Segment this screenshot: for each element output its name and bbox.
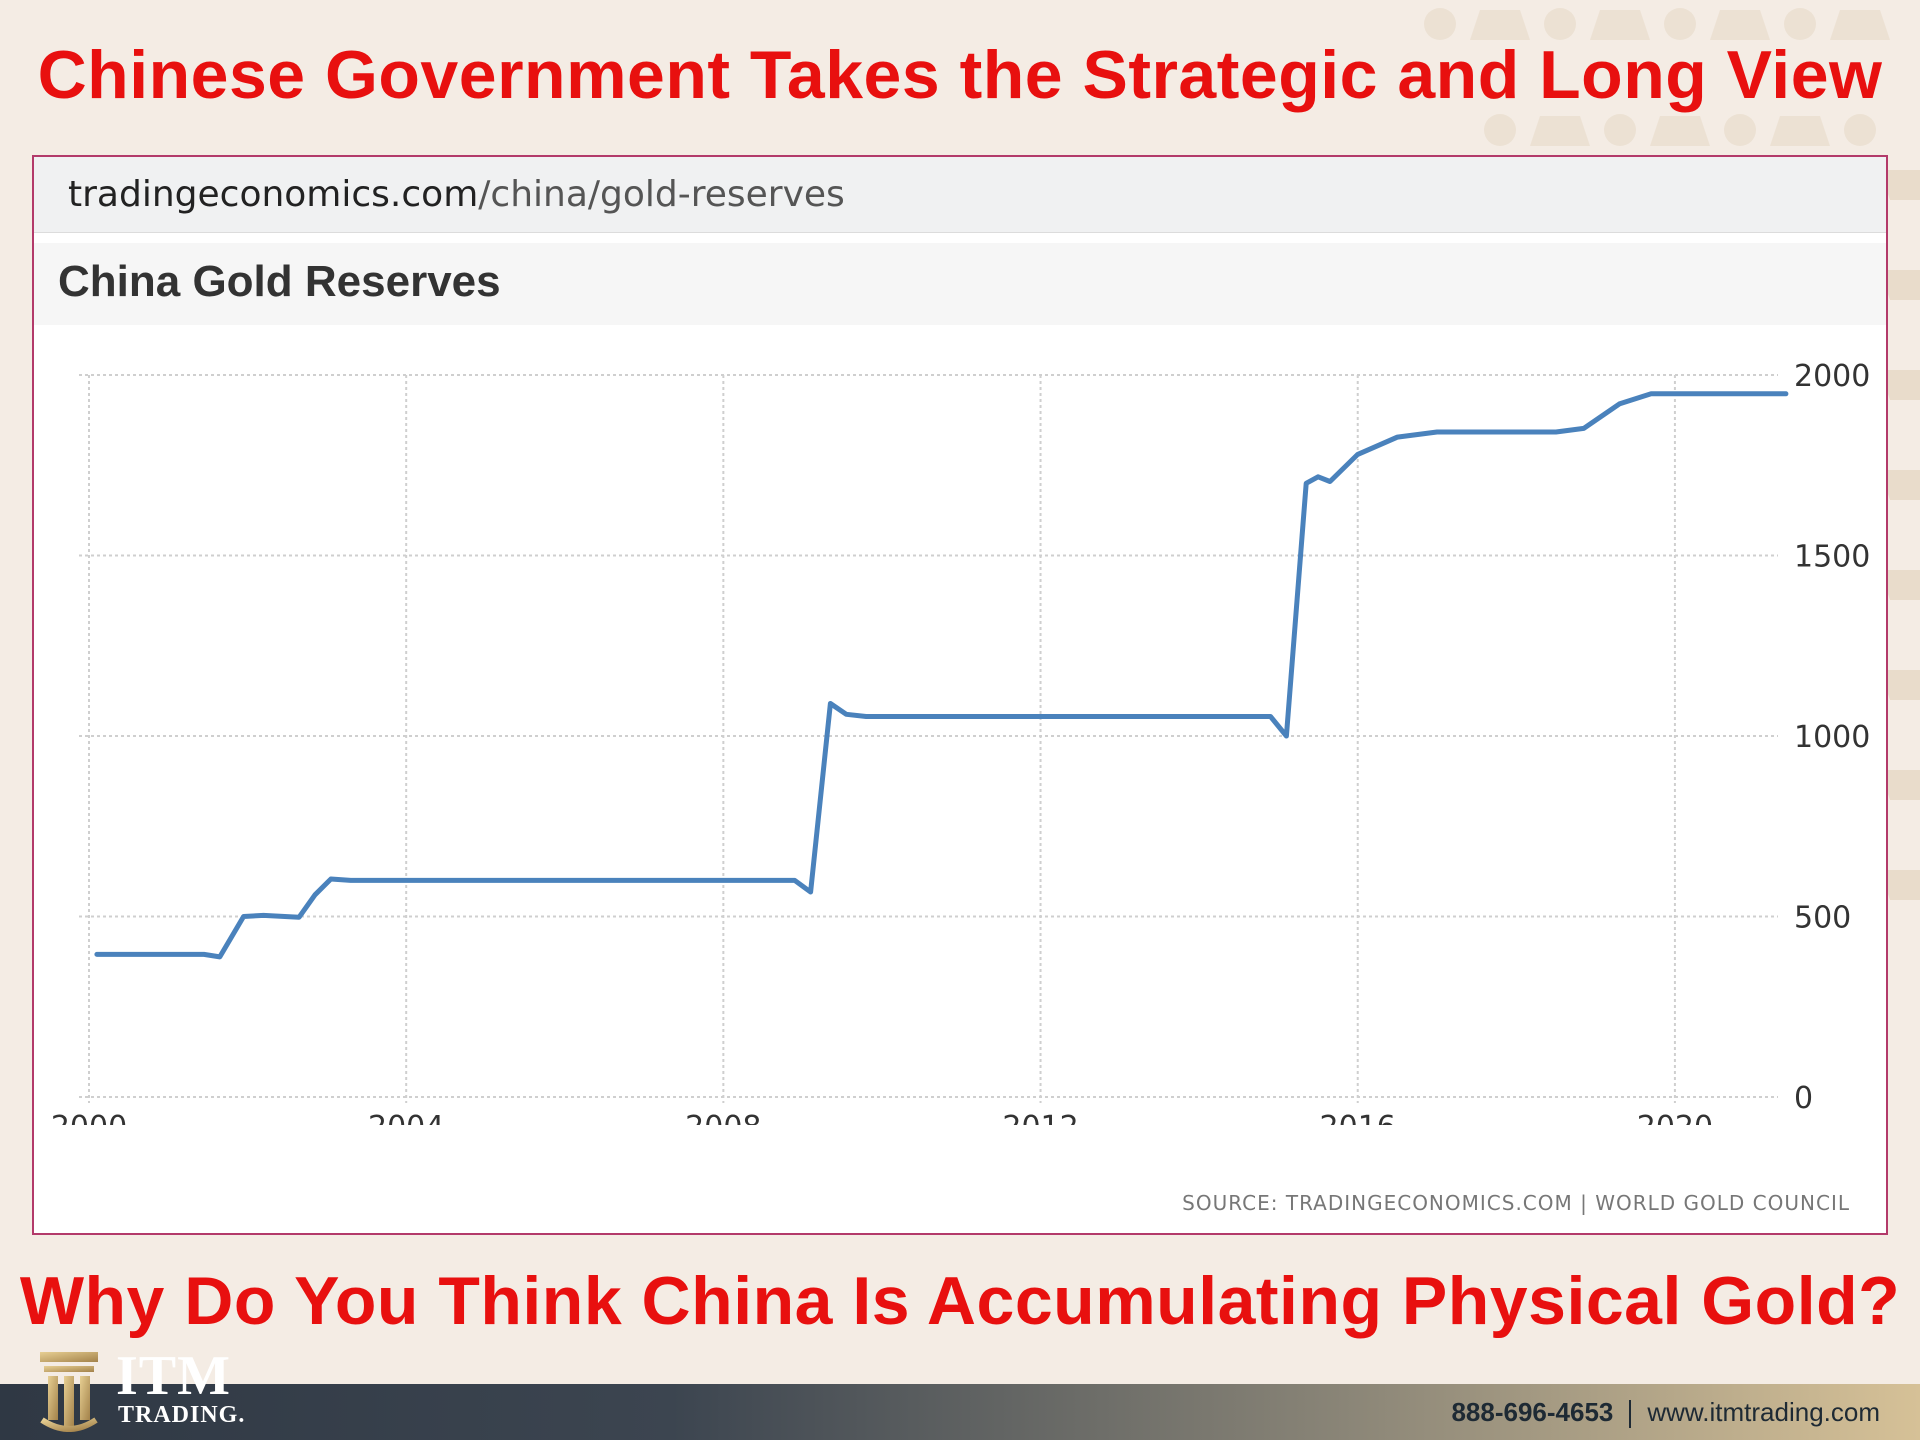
url-path: /china/gold-reserves — [478, 174, 845, 215]
footer-bar: 888-696-4653 www.itmtrading.com — [0, 1384, 1920, 1440]
website-link[interactable]: www.itmtrading.com — [1647, 1397, 1880, 1427]
chart-screenshot: tradingeconomics.com/china/gold-reserves… — [32, 155, 1888, 1235]
logo-text-itm: ITM — [116, 1345, 231, 1407]
slide-question: Why Do You Think China Is Accumulating P… — [19, 1263, 1901, 1339]
x-tick-label: 2008 — [685, 1110, 761, 1125]
source-note: SOURCE: TRADINGECONOMICS.COM | WORLD GOL… — [1182, 1191, 1850, 1215]
logo-text-trading: TRADING. — [118, 1402, 246, 1428]
y-tick-label: 1000 — [1794, 720, 1870, 755]
chart-title: China Gold Reserves — [58, 257, 501, 306]
x-tick-label: 2012 — [1002, 1110, 1078, 1125]
itm-trading-logo: ITM TRADING. — [36, 1346, 266, 1436]
slide-title: Chinese Government Takes the Strategic a… — [37, 37, 1883, 113]
y-tick-label: 2000 — [1794, 359, 1870, 394]
chart-header: China Gold Reserves — [34, 243, 1886, 325]
footer-contact: 888-696-4653 www.itmtrading.com — [1451, 1384, 1880, 1440]
chart-plot: 0 500 1000 1500 2000 2000 2004 2008 2012 2016 2020 — [51, 359, 1871, 1125]
y-tick-label: 0 — [1794, 1081, 1813, 1116]
url-domain: tradingeconomics.com — [68, 174, 479, 215]
footer-divider — [1629, 1400, 1632, 1429]
x-tick-label: 2004 — [368, 1110, 444, 1125]
x-tick-label: 2000 — [51, 1110, 127, 1125]
y-tick-label: 500 — [1794, 901, 1851, 936]
pillar-logo-icon — [40, 1352, 98, 1432]
x-tick-label: 2020 — [1637, 1110, 1713, 1125]
phone-number[interactable]: 888-696-4653 — [1451, 1397, 1614, 1427]
browser-url-bar[interactable]: tradingeconomics.com/china/gold-reserves — [34, 157, 1886, 233]
y-tick-label: 1500 — [1794, 540, 1870, 575]
series-line — [94, 391, 1789, 960]
x-tick-label: 2016 — [1320, 1110, 1396, 1125]
